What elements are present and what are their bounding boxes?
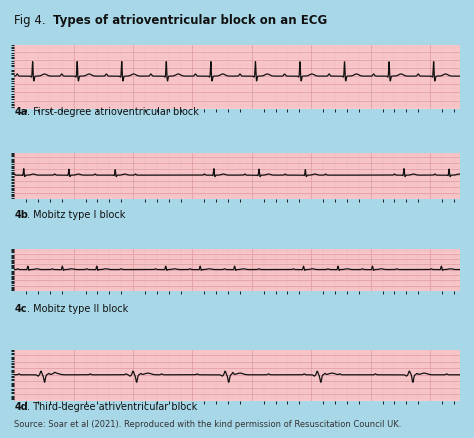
Text: Types of atrioventricular block on an ECG: Types of atrioventricular block on an EC… xyxy=(53,14,328,27)
Text: Fig 4.: Fig 4. xyxy=(14,14,50,27)
Text: . First-degree atrioventricular block: . First-degree atrioventricular block xyxy=(27,107,200,117)
Text: 4d: 4d xyxy=(14,402,28,411)
Text: 4a: 4a xyxy=(14,107,27,117)
Text: . Third-degree atriventricular block: . Third-degree atriventricular block xyxy=(27,402,198,411)
Text: 4c: 4c xyxy=(14,304,27,314)
Text: . Mobitz type II block: . Mobitz type II block xyxy=(27,304,129,314)
Text: . Mobitz type I block: . Mobitz type I block xyxy=(27,210,126,219)
Text: 4b: 4b xyxy=(14,210,28,219)
Text: Source: Soar et al (2021). Reproduced with the kind permission of Resuscitation : Source: Soar et al (2021). Reproduced wi… xyxy=(14,419,401,428)
